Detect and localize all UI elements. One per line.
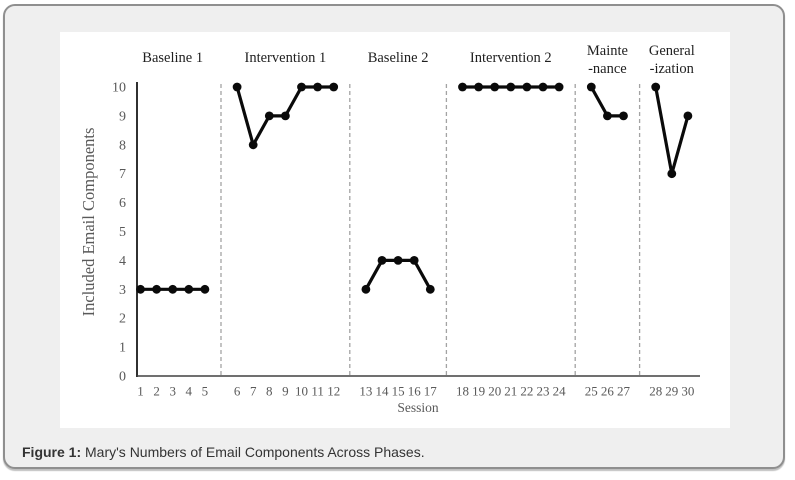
- data-point-marker: [377, 256, 387, 265]
- x-tick-label: 24: [553, 384, 567, 399]
- data-point-marker: [361, 284, 371, 294]
- data-point-marker: [522, 82, 532, 92]
- y-tick-label: 1: [119, 341, 126, 356]
- chart-panel: 0 1 2 3 4 5 6 7 8 9 10 Included Email Components Ses…: [60, 32, 730, 428]
- data-point-marker: [200, 284, 210, 294]
- phase-label: Baseline 1: [142, 50, 203, 66]
- y-tick-label: 7: [119, 167, 126, 182]
- x-tick-label: 23: [537, 384, 550, 399]
- phase-label: Intervention 1: [245, 50, 327, 66]
- y-tick-label: 4: [119, 254, 126, 269]
- data-point-marker: [683, 111, 693, 121]
- data-point-marker: [393, 256, 403, 265]
- y-tick-label: 5: [119, 225, 126, 240]
- data-point-marker: [168, 284, 178, 294]
- data-point-marker: [184, 284, 194, 294]
- x-tick-label: 18: [456, 384, 469, 399]
- data-point-marker: [458, 82, 467, 92]
- x-tick-label: 27: [617, 384, 631, 399]
- figure-card: 0 1 2 3 4 5 6 7 8 9 10 Included Email Components Ses…: [3, 4, 785, 469]
- data-point-marker: [264, 111, 274, 121]
- x-tick-label: 19: [472, 384, 485, 399]
- phase-data-line: [654, 85, 690, 176]
- y-tick-label: 6: [119, 196, 126, 211]
- x-tick-label: 5: [202, 384, 209, 399]
- x-tick-label: 4: [186, 384, 193, 399]
- x-tick-label: 14: [376, 384, 390, 399]
- y-tick-label: 9: [119, 109, 126, 124]
- x-tick-label: 30: [681, 384, 694, 399]
- x-axis-title: Session: [397, 400, 439, 415]
- x-tick-label: 15: [392, 384, 405, 399]
- x-tick-label: 12: [327, 384, 340, 399]
- x-tick-label: 13: [359, 384, 372, 399]
- x-tick-label: 28: [649, 384, 662, 399]
- x-tick-label: 8: [266, 384, 273, 399]
- data-point-marker: [232, 82, 242, 92]
- y-tick-label: 0: [119, 370, 126, 385]
- data-point-marker: [554, 82, 564, 92]
- figure-caption-label: Figure 1:: [22, 444, 82, 460]
- y-tick-label: 8: [119, 138, 126, 153]
- data-point-marker: [329, 82, 339, 92]
- data-point-marker: [619, 111, 628, 121]
- data-point-marker: [152, 284, 162, 294]
- x-tick-label: 29: [665, 384, 678, 399]
- data-point-marker: [490, 82, 500, 92]
- data-point-marker: [506, 82, 516, 92]
- data-point-marker: [248, 140, 258, 150]
- phase-label: -ization: [650, 61, 695, 77]
- phase-label: Baseline 2: [368, 50, 429, 66]
- x-tick-label: 2: [153, 384, 160, 399]
- x-tick-label: 6: [234, 384, 241, 399]
- data-point-marker: [603, 111, 612, 121]
- data-point-marker: [425, 284, 435, 294]
- x-tick-label: 16: [408, 384, 422, 399]
- data-point-marker: [297, 82, 306, 92]
- x-tick-label: 1: [137, 384, 144, 399]
- x-tick-label: 9: [282, 384, 289, 399]
- data-point-marker: [136, 284, 145, 294]
- x-tick-label: 11: [311, 384, 324, 399]
- data-point-marker: [538, 82, 548, 92]
- data-point-marker: [667, 169, 677, 179]
- data-point-marker: [586, 82, 596, 92]
- x-tick-label: 7: [250, 384, 257, 399]
- x-tick-label: 26: [601, 384, 615, 399]
- figure-caption: Figure 1: Mary's Numbers of Email Compon…: [22, 444, 425, 460]
- phase-label: Mainte: [587, 43, 628, 59]
- x-tick-label: 3: [169, 384, 176, 399]
- x-tick-label: 25: [585, 384, 598, 399]
- x-tick-label: 21: [504, 384, 517, 399]
- data-point-marker: [409, 256, 419, 265]
- phase-label: Intervention 2: [470, 50, 552, 66]
- phase-label: -nance: [588, 61, 627, 77]
- x-tick-label: 22: [520, 384, 533, 399]
- phase-label: General: [649, 43, 695, 59]
- x-tick-label: 10: [295, 384, 308, 399]
- figure-caption-text: Mary's Numbers of Email Components Acros…: [81, 444, 425, 460]
- y-tick-label: 2: [119, 312, 126, 327]
- data-point-marker: [313, 82, 322, 92]
- data-point-marker: [281, 111, 290, 121]
- data-point-marker: [474, 82, 483, 92]
- x-tick-label: 20: [488, 384, 501, 399]
- y-tick-label: 10: [112, 81, 126, 96]
- y-tick-label: 3: [119, 283, 126, 298]
- y-axis-title: Included Email Components: [79, 128, 98, 317]
- data-point-marker: [651, 82, 661, 92]
- x-tick-label: 17: [424, 384, 438, 399]
